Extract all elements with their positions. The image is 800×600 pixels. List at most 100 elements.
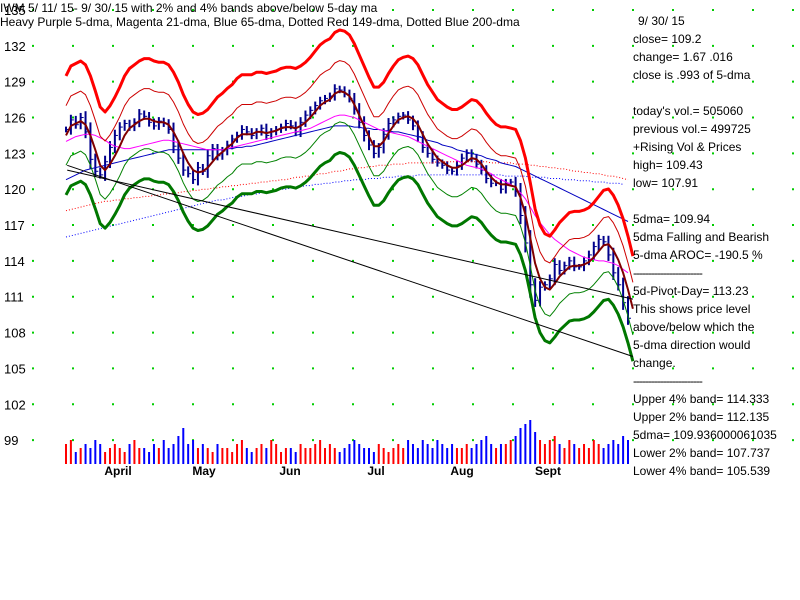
moving-averages <box>64 28 635 362</box>
volume-bar <box>152 444 155 464</box>
x-axis-months: April May Jun Jul Aug Sept <box>104 464 561 478</box>
volume-bar <box>108 448 111 464</box>
chart-subtitle: Heavy Purple 5-dma, Magenta 21-dma, Blue… <box>0 15 520 29</box>
sma5-line <box>65 90 634 309</box>
volume-bar <box>250 452 253 464</box>
stats-line: Upper 2% band= 112.135 <box>633 410 770 424</box>
volume-bar <box>265 448 268 464</box>
volume-bar <box>426 444 429 464</box>
volume-bar <box>187 444 190 464</box>
volume-bar <box>455 448 458 464</box>
upper-2pct-band <box>65 60 634 283</box>
volume-bar <box>495 448 498 464</box>
volume-bar <box>558 444 561 464</box>
y-tick-label: 102 <box>4 397 26 412</box>
volume-bar <box>270 440 273 464</box>
volume-bar <box>211 452 214 464</box>
volume-bar <box>470 448 473 464</box>
stats-line: close= 109.2 <box>633 32 702 46</box>
volume-bar <box>563 448 566 464</box>
ma65-line <box>65 125 629 222</box>
volume-bar <box>612 440 615 464</box>
y-tick-label: 129 <box>4 75 26 90</box>
volume-bar <box>309 448 312 464</box>
volume-bar <box>260 444 263 464</box>
volume-bar <box>294 452 297 464</box>
volume-bar <box>509 440 512 464</box>
volume-bar <box>543 444 546 464</box>
volume-bar <box>236 444 239 464</box>
volume-bar <box>113 444 116 464</box>
stats-line: Lower 2% band= 107.737 <box>633 446 771 460</box>
volume-bar <box>485 436 488 464</box>
trend-line <box>67 164 634 357</box>
volume-bar <box>162 440 165 464</box>
volume-bar <box>622 436 625 464</box>
stats-line: 5-dma direction would <box>633 338 751 352</box>
y-tick-label: 111 <box>4 290 24 305</box>
y-tick-label: 114 <box>4 254 25 269</box>
volume-bar <box>143 448 146 464</box>
ma200-line <box>65 174 624 238</box>
volume-bar <box>172 444 175 464</box>
volume-bar <box>314 444 317 464</box>
ma149-line <box>65 161 629 212</box>
volume-bar <box>607 444 610 464</box>
volume-bar <box>578 448 581 464</box>
volume-bar <box>602 448 605 464</box>
volume-bar <box>539 440 542 464</box>
volume-bar <box>460 448 463 464</box>
stats-line: previous vol.= 499725 <box>633 122 751 136</box>
volume-bar <box>245 448 248 464</box>
volume-bar <box>592 440 595 464</box>
volume-bar <box>524 424 527 464</box>
volume-bar <box>289 448 292 464</box>
volume-bar <box>382 448 385 464</box>
ma21-line <box>65 114 629 274</box>
volume-bar <box>446 448 449 464</box>
stats-line: change. <box>633 356 676 370</box>
volume-bar <box>123 452 126 464</box>
y-tick-label: 108 <box>4 326 26 341</box>
volume-bar <box>348 444 351 464</box>
volume-bar <box>416 448 419 464</box>
stats-line: low= 107.91 <box>633 176 699 190</box>
volume-bar <box>421 440 424 464</box>
volume-bar <box>367 448 370 464</box>
volume-bar <box>167 448 170 464</box>
volume-bar <box>402 448 405 464</box>
volume-bar <box>328 444 331 464</box>
volume-bar <box>407 440 410 464</box>
volume-bar <box>201 444 204 464</box>
volume-bar <box>240 440 243 464</box>
volume-bar <box>392 448 395 464</box>
stats-line: +Rising Vol & Prices <box>633 140 742 154</box>
volume-bar <box>275 444 278 464</box>
x-tick-label: May <box>192 464 216 478</box>
volume-bar <box>206 448 209 464</box>
volume-bar <box>94 440 97 464</box>
volume-bar <box>304 448 307 464</box>
stats-line: above/below which the <box>633 320 755 334</box>
volume-bar <box>177 436 180 464</box>
volume-bar <box>587 448 590 464</box>
stats-panel: 9/ 30/ 15 close= 109.2 change= 1.67 .016 cl… <box>633 12 798 480</box>
volume-bar <box>363 448 366 464</box>
stats-line: 9/ 30/ 15 <box>638 14 685 28</box>
volume-bar <box>627 440 629 464</box>
volume-bar <box>118 448 121 464</box>
volume-bar <box>553 436 556 464</box>
volume-bar <box>333 448 336 464</box>
x-tick-label: April <box>104 464 131 478</box>
volume-bar <box>499 444 502 464</box>
y-axis: 99 102 105 108 111 114 117 120 123 126 129 132 135 <box>4 3 26 448</box>
stats-line: 5d-Pivot-Day= 113.23 <box>633 284 749 298</box>
stats-line: Upper 4% band= 114.333 <box>633 392 770 406</box>
stats-line: 5dma= 109.936000061035 <box>633 428 777 442</box>
volume-bar <box>280 452 283 464</box>
volume-bar <box>529 420 532 464</box>
volume-bar <box>284 448 287 464</box>
volume-bar <box>84 444 87 464</box>
volume-bar <box>104 452 107 464</box>
